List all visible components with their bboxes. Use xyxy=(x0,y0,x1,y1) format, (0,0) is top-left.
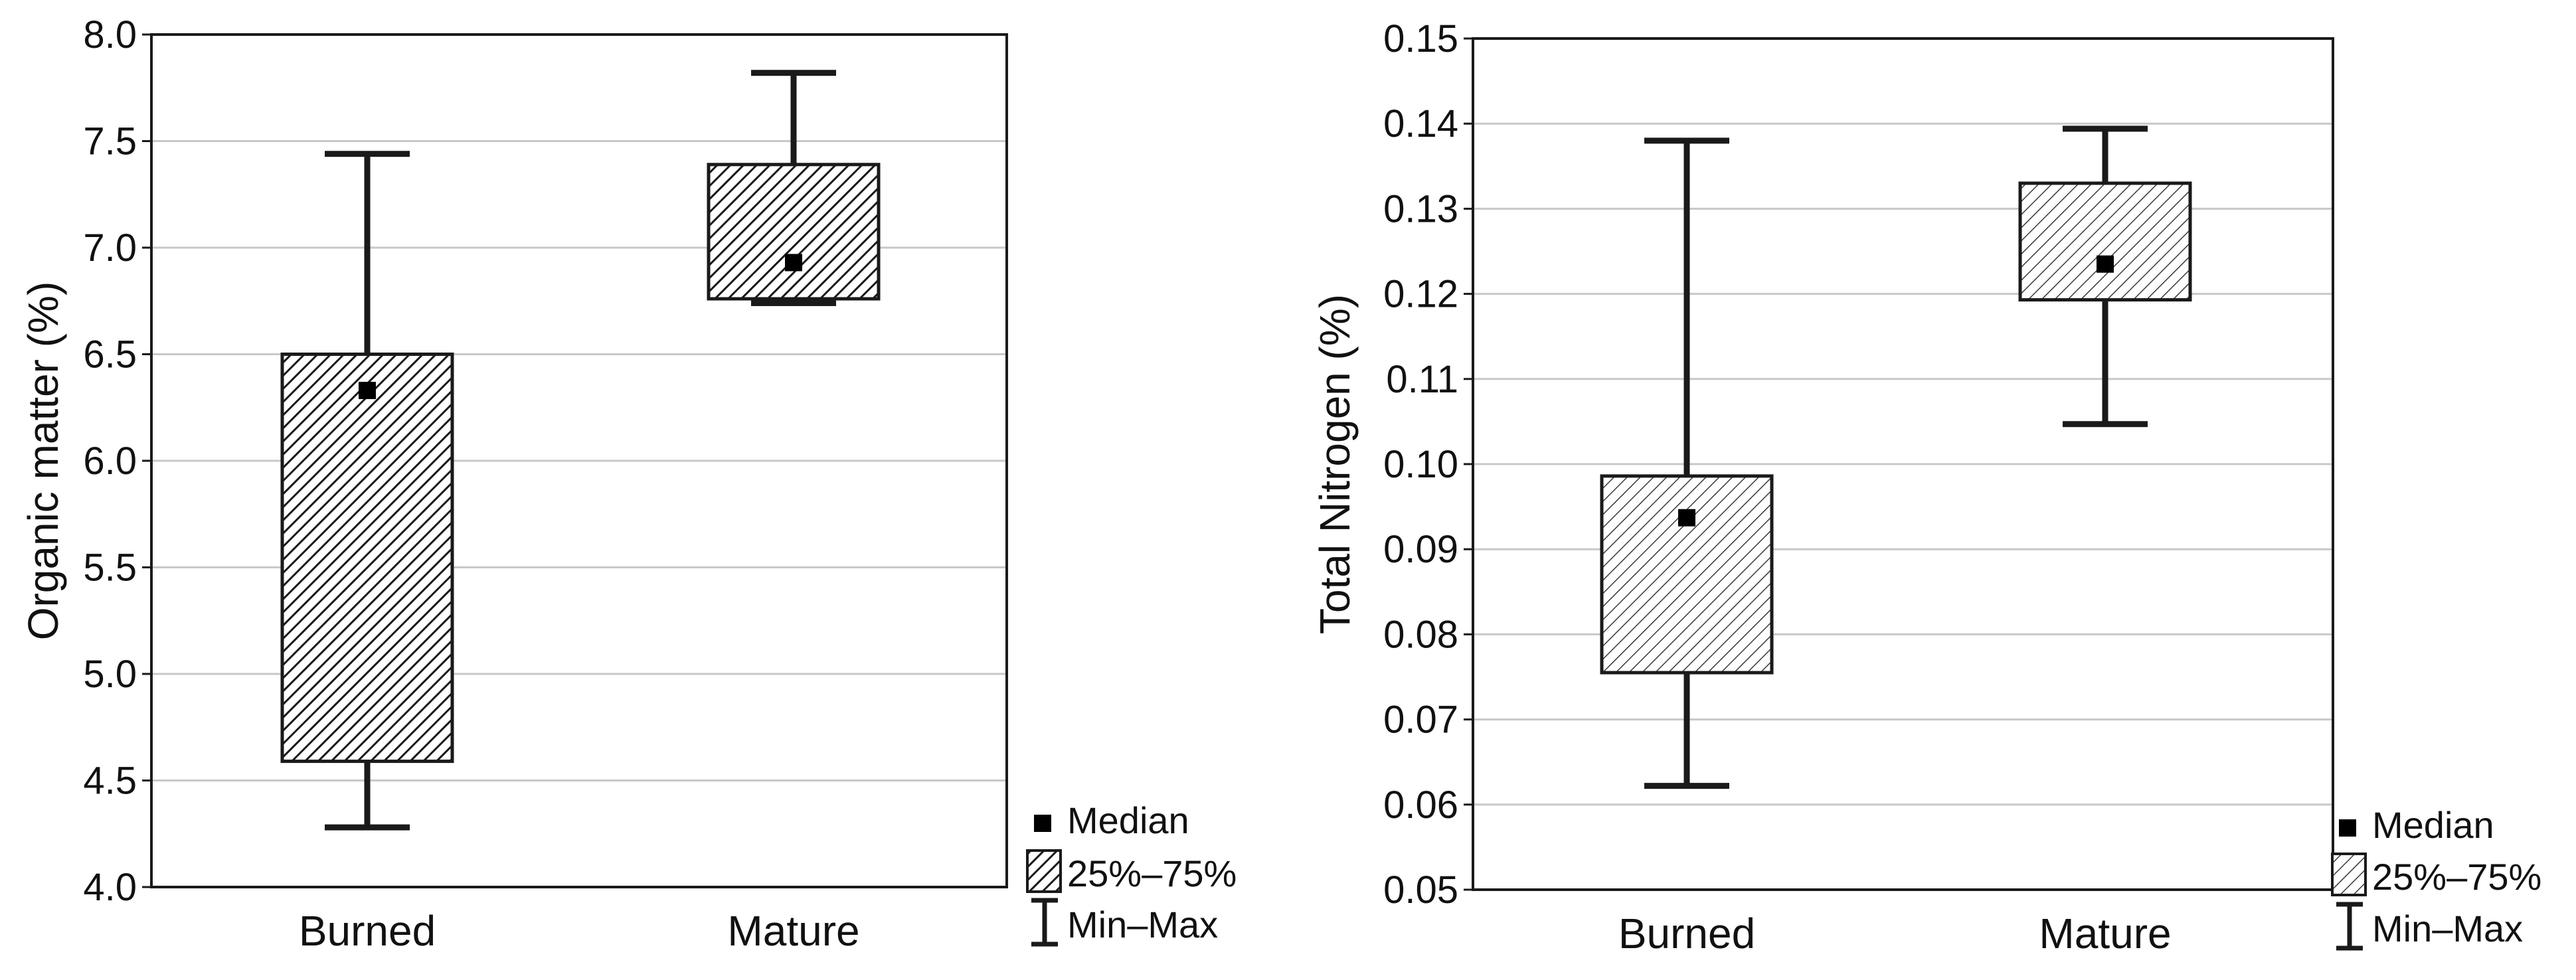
y-tick-label: 0.13 xyxy=(1383,187,1458,230)
y-tick-label: 5.5 xyxy=(83,546,137,590)
x-category-label: Mature xyxy=(727,907,859,955)
box-mature xyxy=(707,70,881,306)
y-ticks: 0.05 0.06 0.07 0.08 0.09 0.10 0.11 0.12 0.13 0.14… xyxy=(1383,17,1473,912)
box-burned xyxy=(1600,137,1774,789)
y-tick-label: 0.07 xyxy=(1383,698,1458,742)
y-tick-label: 4.5 xyxy=(83,760,137,803)
y-tick-label: 0.06 xyxy=(1383,783,1458,827)
legend-box-swatch xyxy=(1026,849,1062,893)
y-ticks: 4.0 4.5 5.0 5.5 6.0 6.5 7.0 7.5 8.0 xyxy=(83,13,151,909)
y-tick-label: 6.5 xyxy=(83,333,137,376)
y-tick-label: 0.09 xyxy=(1383,528,1458,571)
y-tick-label: 0.08 xyxy=(1383,613,1458,656)
legend: Median 25%–75% Min–Max xyxy=(2331,804,2541,951)
y-tick-label: 0.11 xyxy=(1386,358,1458,401)
boxes xyxy=(1600,125,2192,789)
y-tick-label: 4.0 xyxy=(83,866,137,909)
box-mature xyxy=(2018,125,2192,428)
box-burned xyxy=(280,151,454,831)
median-marker xyxy=(785,254,802,272)
legend-whisker-symbol xyxy=(1031,898,1058,947)
iqr-box xyxy=(707,163,881,301)
median-marker xyxy=(359,382,376,400)
y-tick-label: 8.0 xyxy=(83,13,137,56)
x-category-label: Mature xyxy=(2039,910,2171,957)
legend-box-swatch xyxy=(2331,853,2367,896)
y-tick-label: 6.0 xyxy=(83,440,137,483)
legend-median-marker xyxy=(2339,819,2356,837)
chart-total-nitrogen: 0.05 0.06 0.07 0.08 0.09 0.10 0.11 0.12 0.13 0.14… xyxy=(1311,17,2541,957)
x-category-label: Burned xyxy=(1618,910,1755,957)
iqr-box xyxy=(280,353,454,764)
legend-box-label: 25%–75% xyxy=(2372,856,2541,898)
boxes xyxy=(280,70,881,831)
y-tick-label: 0.14 xyxy=(1383,102,1458,145)
iqr-box xyxy=(1600,474,1774,675)
y-tick-label: 0.12 xyxy=(1383,273,1458,316)
y-tick-label: 5.0 xyxy=(83,653,137,696)
legend-whisker-label: Min–Max xyxy=(2372,908,2523,949)
median-marker xyxy=(1678,509,1695,527)
y-axis-label: Total Nitrogen (%) xyxy=(1311,294,1359,634)
legend: Median 25%–75% Min–Max xyxy=(1026,799,1237,947)
y-tick-label: 7.0 xyxy=(83,226,137,270)
iqr-box xyxy=(2018,181,2192,302)
y-tick-label: 0.10 xyxy=(1383,443,1458,486)
x-category-labels: Burned Mature xyxy=(299,907,860,955)
legend-whisker-symbol xyxy=(2336,902,2363,951)
y-tick-label: 0.05 xyxy=(1383,868,1458,912)
gridlines xyxy=(1473,122,2333,806)
legend-median-marker xyxy=(1034,815,1051,832)
legend-median-label: Median xyxy=(2372,804,2494,846)
median-marker xyxy=(2097,255,2114,273)
chart-organic-matter: 4.0 4.5 5.0 5.5 6.0 6.5 7.0 7.5 8.0 Burned Mature… xyxy=(19,13,1237,955)
legend-median-label: Median xyxy=(1067,799,1189,841)
y-tick-label: 7.5 xyxy=(83,120,137,163)
legend-box-label: 25%–75% xyxy=(1067,853,1237,894)
legend-whisker-label: Min–Max xyxy=(1067,904,1218,945)
x-category-labels: Burned Mature xyxy=(1618,910,2172,957)
y-axis-label: Organic matter (%) xyxy=(19,282,67,641)
y-tick-label: 0.15 xyxy=(1383,17,1458,60)
x-category-label: Burned xyxy=(299,907,436,955)
